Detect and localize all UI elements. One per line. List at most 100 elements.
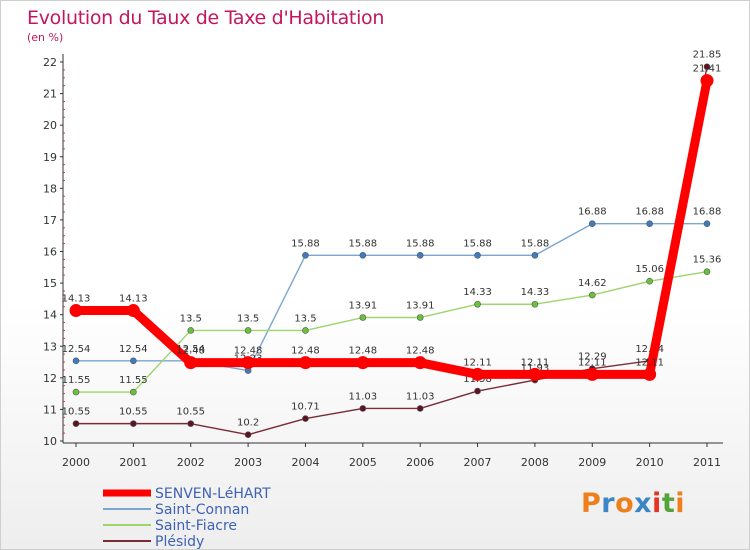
y-tick-label: 16 [43, 246, 57, 259]
data-label: 15.88 [521, 238, 550, 249]
data-point [416, 405, 424, 412]
data-label: 13.5 [294, 313, 316, 324]
data-label: 12.54 [119, 344, 148, 355]
y-tick-label: 14 [43, 309, 57, 322]
data-label: 13.5 [180, 313, 202, 324]
axes: 10 11 12 13 14 15 16 17 18 19 20 21 22 2000 2001 2002 20… [43, 54, 723, 469]
logo-letter: P [580, 488, 602, 519]
logo-letter: o [615, 488, 635, 519]
y-tick-label: 19 [43, 151, 57, 164]
data-label: 12.48 [348, 346, 377, 357]
data-point [241, 356, 255, 370]
logo-letter: i [652, 488, 662, 519]
series-2: 11.55 11.55 13.5 13.5 13.5 13.91 13.91 14.33 14.… [62, 255, 722, 396]
x-tick-label: 2005 [349, 456, 377, 469]
data-label: 11.55 [62, 375, 91, 386]
data-label: 11.03 [348, 391, 377, 402]
data-point [130, 357, 137, 365]
series-line [75, 66, 708, 436]
data-point [588, 291, 596, 299]
y-tick-label: 20 [43, 119, 57, 132]
data-point [244, 327, 252, 334]
data-label: 10.55 [119, 407, 148, 418]
data-point [474, 300, 481, 308]
data-label: 12.48 [176, 346, 205, 357]
data-point [531, 251, 539, 259]
x-tick-label: 2002 [177, 456, 205, 469]
series-line [75, 271, 708, 393]
logo-letter: i [675, 488, 685, 519]
data-point [703, 268, 711, 276]
data-label: 10.71 [291, 402, 320, 413]
data-label: 15.88 [291, 238, 320, 249]
data-label: 14.13 [119, 294, 148, 305]
data-label: 12.48 [234, 346, 263, 357]
logo-letter: t [661, 488, 676, 519]
data-label: 15.36 [693, 255, 722, 266]
x-tick-label: 2008 [521, 456, 549, 469]
x-tick-label: 2009 [578, 456, 606, 469]
chart-title: Evolution du Taux de Taxe d'Habitation [27, 7, 385, 29]
data-label: 11.03 [406, 391, 435, 402]
data-point [302, 415, 309, 422]
data-label: 12.11 [463, 357, 492, 368]
data-label: 12.11 [635, 357, 664, 368]
legend-label: Saint-Connan [155, 502, 249, 518]
data-point [531, 300, 539, 308]
y-tick-label: 18 [43, 182, 57, 195]
data-label: 15.06 [635, 264, 664, 275]
data-point [359, 314, 367, 321]
y-tick-label: 10 [43, 435, 57, 448]
data-point [528, 367, 542, 381]
data-label: 10.2 [237, 418, 259, 429]
legend: SENVEN-LéHARTSaint-ConnanSaint-FiacrePlé… [103, 486, 271, 549]
data-label: 12.48 [406, 346, 435, 357]
x-tick-label: 2010 [636, 456, 664, 469]
series-1: 12.5412.5412.5412.2315.8815.8815.8815.88… [62, 207, 721, 374]
data-label: 14.33 [463, 287, 492, 298]
x-tick-label: 2006 [406, 456, 434, 469]
data-label: 21.41 [693, 64, 722, 75]
series-3: 10.5510.5510.5510.210.7111.0311.0311.581… [62, 50, 722, 438]
data-label: 12.54 [635, 344, 664, 355]
data-point [298, 356, 312, 370]
data-point [126, 304, 140, 318]
legend-label: Saint-Fiacre [155, 518, 237, 534]
series-line [75, 223, 708, 372]
x-tick-label: 2001 [119, 456, 147, 469]
data-label: 12.29 [578, 352, 607, 363]
data-label: 12.11 [521, 357, 550, 368]
data-label: 21.85 [693, 50, 722, 61]
data-label: 10.55 [176, 407, 205, 418]
logo-letter: x [634, 488, 653, 519]
data-label: 12.54 [62, 344, 91, 355]
data-label: 13.5 [237, 313, 259, 324]
data-point [187, 420, 195, 427]
proxiti-logo[interactable]: Proxiti [581, 488, 685, 519]
data-point [130, 420, 137, 427]
y-tick-label: 21 [43, 88, 57, 101]
data-label: 10.55 [62, 407, 91, 418]
data-point [187, 327, 195, 334]
data-point [416, 314, 424, 321]
data-point [703, 63, 711, 71]
y-tick-label: 15 [43, 277, 57, 290]
data-point [703, 220, 711, 228]
data-point [700, 74, 714, 88]
x-tick-label: 2003 [234, 456, 262, 469]
data-label: 15.88 [463, 238, 492, 249]
chart-unit: (en %) [27, 31, 64, 44]
data-point [588, 220, 596, 228]
data-label: 12.11 [578, 357, 607, 368]
data-point [585, 367, 599, 381]
data-point [356, 356, 370, 370]
x-tick-label: 2000 [62, 456, 90, 469]
y-tick-label: 11 [43, 403, 57, 416]
data-point [471, 367, 485, 381]
data-point [130, 388, 137, 396]
data-point [474, 387, 481, 395]
y-tick-label: 17 [43, 214, 57, 227]
data-point [646, 277, 653, 285]
